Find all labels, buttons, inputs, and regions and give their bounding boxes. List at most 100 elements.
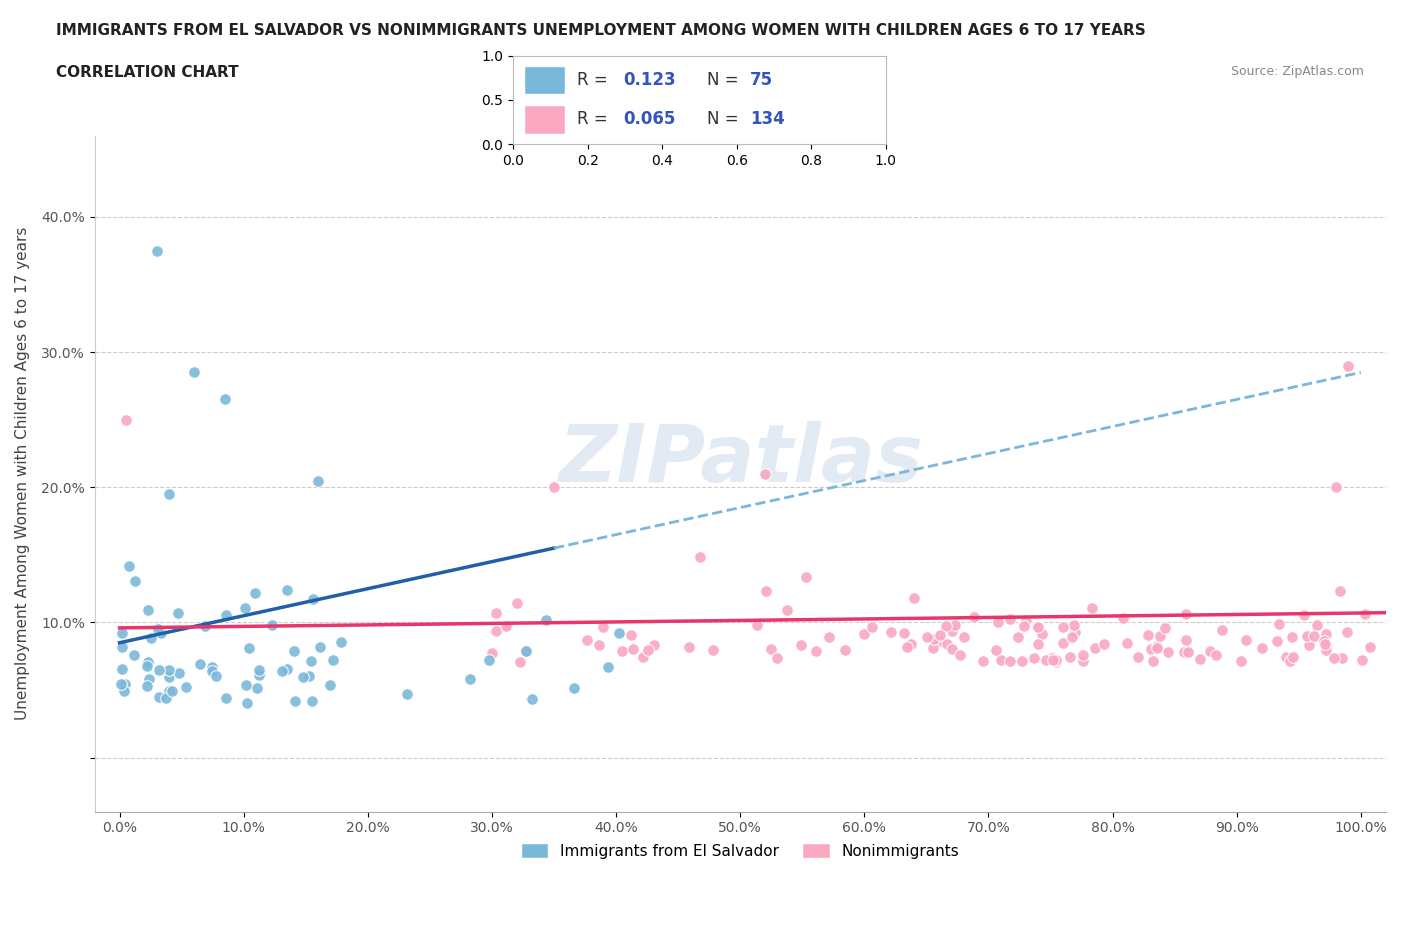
Point: [194, 619, 217, 634]
Point: [1337, 358, 1360, 373]
Point: [1012, 618, 1035, 633]
Point: [1042, 653, 1064, 668]
Point: [853, 627, 876, 642]
Point: [157, 684, 180, 698]
Point: [1083, 641, 1105, 656]
Text: 0.065: 0.065: [623, 111, 675, 128]
Point: [893, 626, 915, 641]
Point: [276, 661, 298, 676]
Point: [598, 659, 620, 674]
Point: [900, 637, 922, 652]
Point: [1007, 630, 1029, 644]
Point: [322, 653, 344, 668]
Point: [111, 662, 134, 677]
Point: [233, 601, 256, 616]
Text: 0.123: 0.123: [623, 71, 676, 88]
Point: [922, 631, 945, 646]
Point: [1092, 637, 1115, 652]
Point: [515, 644, 537, 658]
Point: [283, 644, 305, 658]
Point: [1154, 620, 1177, 635]
Point: [485, 605, 508, 620]
Point: [247, 662, 270, 677]
Point: [135, 658, 157, 673]
Point: [150, 626, 173, 641]
Point: [136, 655, 159, 670]
Point: [1015, 612, 1038, 627]
Point: [879, 624, 901, 639]
Point: [114, 412, 136, 427]
Point: [1205, 648, 1227, 663]
Point: [998, 654, 1021, 669]
Y-axis label: Unemployment Among Women with Children Ages 6 to 17 years: Unemployment Among Women with Children A…: [15, 227, 30, 721]
Point: [157, 662, 180, 677]
Point: [621, 642, 644, 657]
Point: [1268, 617, 1291, 631]
Point: [215, 690, 238, 705]
Point: [588, 637, 610, 652]
Point: [637, 643, 659, 658]
Point: [1354, 607, 1376, 622]
Point: [562, 680, 585, 695]
Point: [745, 618, 768, 632]
Point: [759, 641, 782, 656]
Point: [520, 691, 543, 706]
Point: [1315, 643, 1337, 658]
Point: [201, 660, 224, 675]
Point: [215, 607, 238, 622]
Point: [307, 473, 329, 488]
Point: [1045, 654, 1067, 669]
Point: [1211, 622, 1233, 637]
Point: [1298, 637, 1320, 652]
Text: CORRELATION CHART: CORRELATION CHART: [56, 65, 239, 80]
Point: [1329, 583, 1351, 598]
Point: [513, 644, 536, 658]
Point: [302, 591, 325, 606]
Point: [928, 633, 950, 648]
Point: [1315, 637, 1337, 652]
Point: [806, 644, 828, 658]
Point: [166, 605, 188, 620]
Point: [1157, 644, 1180, 659]
Text: 134: 134: [749, 111, 785, 128]
Text: N =: N =: [707, 71, 744, 88]
Point: [1035, 653, 1057, 668]
Point: [1146, 638, 1168, 653]
Point: [896, 639, 918, 654]
Point: [1052, 635, 1074, 650]
Point: [262, 618, 284, 632]
Point: [495, 618, 517, 633]
Point: [860, 619, 883, 634]
Point: [506, 595, 529, 610]
Point: [167, 665, 190, 680]
Point: [139, 631, 162, 645]
Point: [284, 694, 307, 709]
Point: [1011, 654, 1033, 669]
Point: [972, 654, 994, 669]
Point: [1052, 619, 1074, 634]
Point: [157, 486, 180, 501]
Point: [834, 643, 856, 658]
Point: [941, 642, 963, 657]
Point: [776, 603, 799, 618]
Point: [689, 550, 711, 565]
Point: [1230, 654, 1253, 669]
Point: [246, 681, 269, 696]
Point: [1292, 607, 1315, 622]
Point: [318, 678, 340, 693]
Point: [110, 676, 132, 691]
Point: [136, 679, 159, 694]
Point: [298, 669, 321, 684]
Point: [162, 684, 184, 698]
Point: [1140, 642, 1163, 657]
Point: [155, 691, 177, 706]
Text: 75: 75: [749, 71, 773, 88]
Point: [1324, 480, 1347, 495]
Point: [247, 667, 270, 682]
Point: [118, 559, 141, 574]
Point: [1267, 633, 1289, 648]
Point: [631, 650, 654, 665]
Point: [1189, 651, 1212, 666]
Point: [201, 664, 224, 679]
Point: [1281, 630, 1303, 644]
